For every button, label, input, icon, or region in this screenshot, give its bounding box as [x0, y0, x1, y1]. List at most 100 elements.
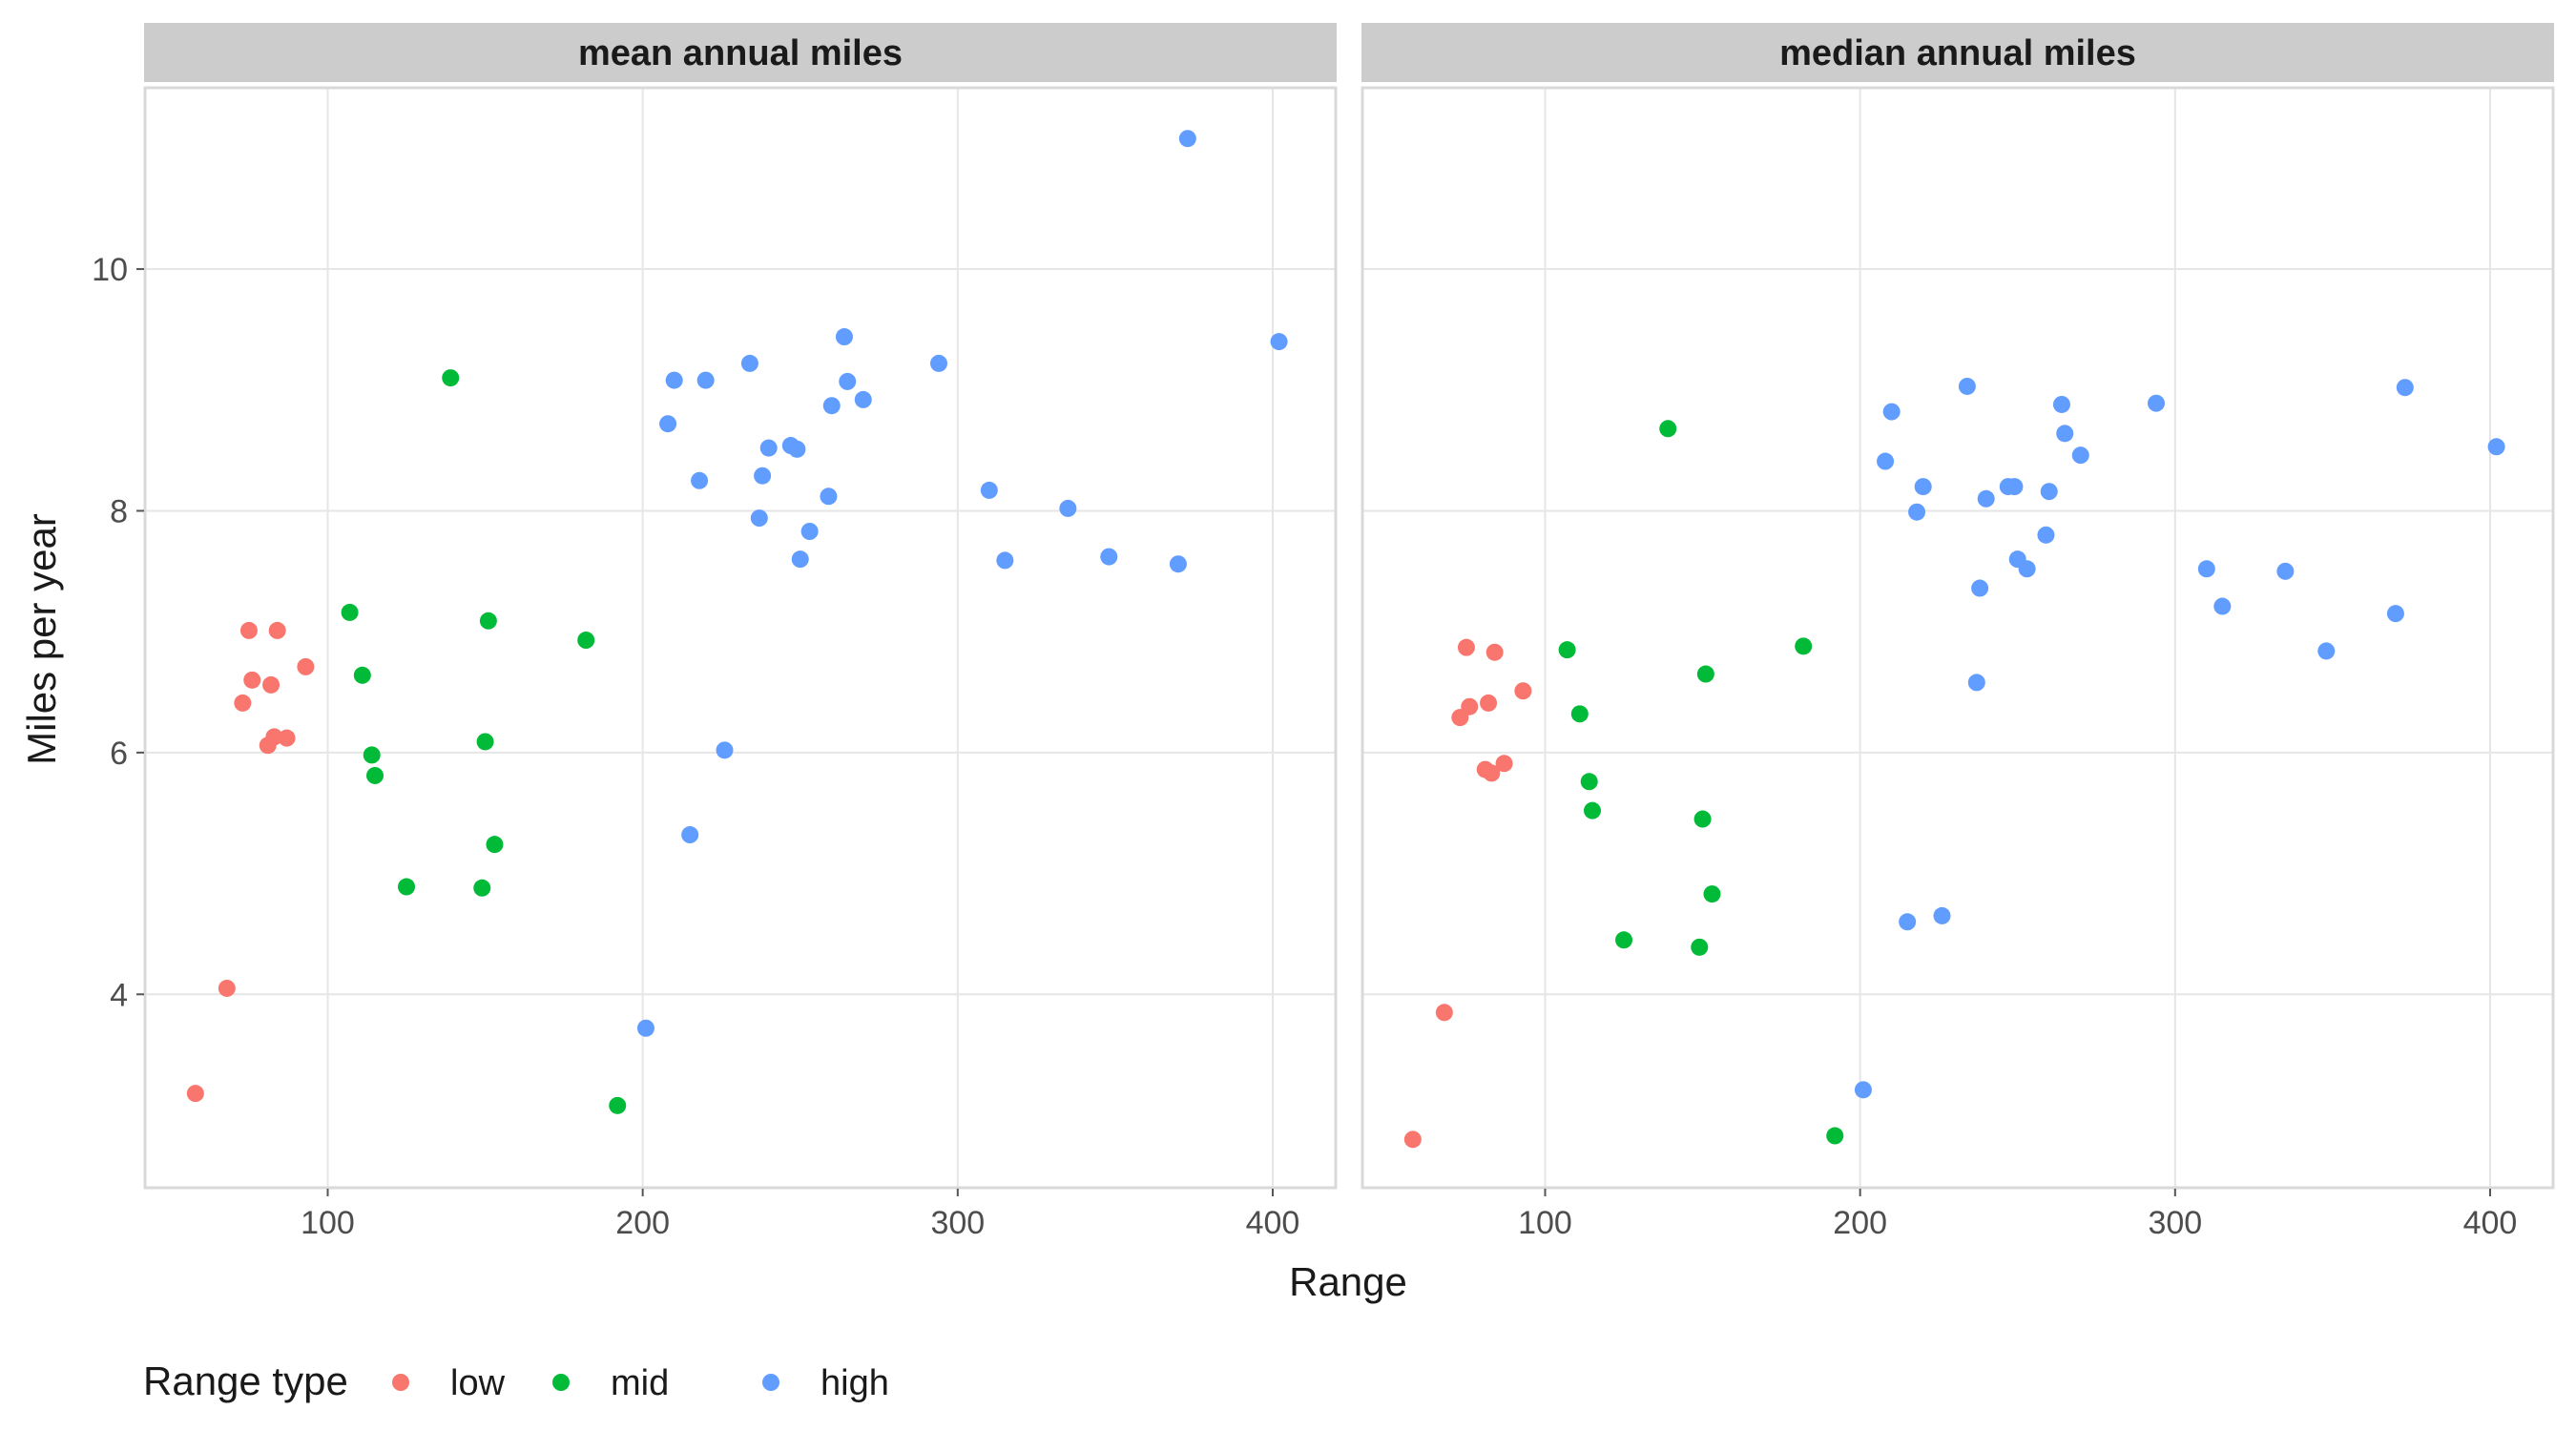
- x-tick-label: 100: [1518, 1205, 1572, 1241]
- data-point: [1899, 913, 1917, 931]
- data-point: [1584, 801, 1602, 819]
- data-point: [1483, 764, 1501, 782]
- data-point: [2213, 597, 2232, 615]
- series-low: [186, 621, 315, 1103]
- data-point: [476, 733, 494, 751]
- data-point: [996, 551, 1014, 570]
- series-high: [1854, 377, 2505, 1099]
- x-tick-label: 400: [2463, 1205, 2518, 1241]
- panel-1: mean annual miles 100 200 300 400 4 6 8 10: [92, 23, 1338, 1241]
- x-tick-label: 400: [1246, 1205, 1300, 1241]
- data-point: [2276, 562, 2295, 580]
- data-point: [2040, 483, 2058, 501]
- legend-key: [762, 1374, 779, 1391]
- x-tick-label: 200: [1833, 1205, 1887, 1241]
- data-point: [341, 603, 359, 621]
- data-point: [265, 728, 283, 746]
- data-point: [740, 354, 758, 372]
- data-point: [363, 746, 381, 764]
- series-mid: [341, 369, 627, 1114]
- series-high: [636, 130, 1288, 1037]
- data-point: [479, 612, 497, 630]
- data-point: [2317, 642, 2336, 660]
- data-point: [218, 979, 236, 997]
- legend-label: high: [821, 1363, 889, 1403]
- data-point: [822, 397, 841, 415]
- legend-title: Range type: [143, 1358, 348, 1403]
- data-point: [1457, 638, 1475, 656]
- data-point: [980, 481, 998, 499]
- legend-label: low: [450, 1363, 506, 1403]
- data-point: [930, 354, 947, 372]
- data-point: [268, 621, 286, 639]
- data-point: [1485, 643, 1504, 661]
- series-mid: [1558, 420, 1844, 1145]
- data-point: [659, 415, 677, 433]
- data-point: [1933, 906, 1951, 924]
- data-point: [754, 467, 772, 485]
- data-point: [759, 439, 778, 457]
- data-point: [243, 671, 261, 689]
- data-point: [2197, 560, 2215, 578]
- y-tick-label: 6: [110, 736, 128, 772]
- data-point: [1169, 555, 1187, 573]
- data-point: [1971, 579, 1989, 597]
- data-point: [186, 1085, 204, 1103]
- legend-key: [552, 1374, 570, 1391]
- data-point: [1580, 773, 1598, 791]
- data-point: [1958, 377, 1976, 395]
- data-point: [473, 879, 491, 897]
- data-point: [609, 1096, 627, 1114]
- data-point: [696, 371, 715, 389]
- data-point: [820, 487, 838, 506]
- data-point: [839, 372, 857, 390]
- data-point: [1514, 682, 1532, 700]
- data-point: [636, 1019, 654, 1037]
- data-point: [691, 471, 709, 489]
- data-point: [1480, 694, 1498, 712]
- facet-strip-label: mean annual miles: [578, 33, 903, 73]
- data-point: [577, 632, 595, 650]
- data-point: [1495, 755, 1513, 773]
- data-point: [800, 523, 819, 541]
- data-point: [234, 694, 252, 712]
- data-point: [1882, 403, 1901, 421]
- data-point: [750, 509, 768, 528]
- panel-border: [143, 86, 1338, 1190]
- data-point: [1877, 452, 1895, 470]
- data-point: [1693, 810, 1712, 828]
- data-point: [716, 741, 734, 759]
- x-tick-label: 100: [301, 1205, 355, 1241]
- data-point: [486, 836, 504, 854]
- panel-background: [1362, 88, 2553, 1188]
- data-point: [1178, 130, 1196, 148]
- data-point: [665, 371, 683, 389]
- data-point: [1435, 1004, 1453, 1022]
- y-tick-label: 8: [110, 493, 128, 529]
- data-point: [1558, 641, 1576, 659]
- facet-strip-label: median annual miles: [1779, 33, 2136, 73]
- x-axis-title: Range: [1289, 1259, 1407, 1304]
- legend-entry-low: low: [392, 1363, 506, 1403]
- data-point: [1696, 665, 1714, 683]
- data-point: [262, 675, 280, 694]
- legend-entry-mid: mid: [552, 1363, 669, 1403]
- data-point: [835, 328, 853, 346]
- data-point: [442, 369, 460, 387]
- data-point: [2396, 379, 2414, 397]
- data-point: [2018, 560, 2036, 578]
- series-low: [1403, 638, 1532, 1149]
- data-point: [1826, 1127, 1844, 1145]
- data-point: [788, 440, 806, 458]
- data-point: [1270, 333, 1288, 351]
- data-point: [1615, 931, 1633, 949]
- x-tick-label: 300: [930, 1205, 985, 1241]
- data-point: [2386, 605, 2404, 623]
- panel-border: [1361, 86, 2555, 1190]
- legend-key: [392, 1374, 409, 1391]
- y-tick-label: 4: [110, 977, 128, 1013]
- legend-entries: low mid high: [392, 1363, 889, 1403]
- legend: Range type low mid high: [143, 1358, 889, 1403]
- data-point: [2487, 438, 2505, 456]
- data-point: [2052, 395, 2070, 413]
